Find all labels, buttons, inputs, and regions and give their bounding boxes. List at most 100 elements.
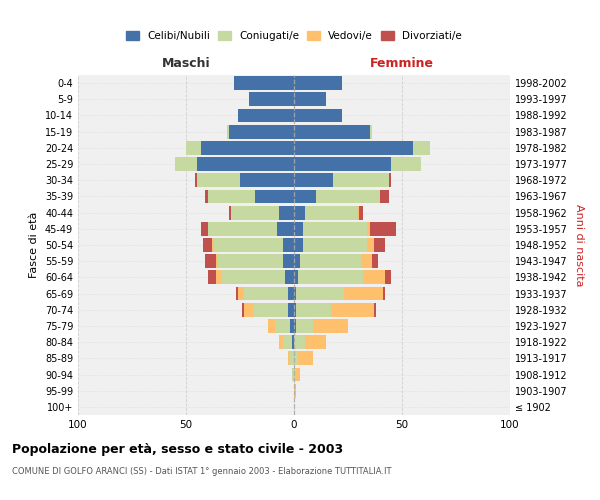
Bar bbox=[356, 206, 359, 220]
Bar bbox=[294, 222, 302, 235]
Bar bbox=[214, 238, 283, 252]
Bar bbox=[216, 254, 218, 268]
Bar bbox=[287, 286, 294, 300]
Bar bbox=[279, 336, 283, 349]
Bar bbox=[294, 368, 296, 382]
Bar bbox=[294, 190, 316, 203]
Bar bbox=[212, 238, 214, 252]
Bar bbox=[302, 222, 367, 235]
Bar bbox=[287, 303, 294, 316]
Bar bbox=[294, 108, 341, 122]
Bar bbox=[331, 303, 374, 316]
Bar bbox=[244, 303, 253, 316]
Bar bbox=[372, 254, 378, 268]
Bar bbox=[294, 206, 305, 220]
Bar bbox=[363, 270, 385, 284]
Bar bbox=[205, 190, 208, 203]
Bar bbox=[203, 238, 212, 252]
Bar bbox=[316, 190, 380, 203]
Text: Femmine: Femmine bbox=[370, 57, 434, 70]
Y-axis label: Fasce di età: Fasce di età bbox=[29, 212, 39, 278]
Bar bbox=[385, 270, 391, 284]
Bar bbox=[233, 76, 294, 90]
Bar bbox=[236, 286, 238, 300]
Bar bbox=[229, 206, 232, 220]
Bar bbox=[296, 286, 344, 300]
Bar bbox=[290, 352, 294, 365]
Bar bbox=[201, 141, 294, 154]
Bar bbox=[255, 190, 294, 203]
Bar bbox=[294, 254, 301, 268]
Bar bbox=[380, 190, 389, 203]
Bar bbox=[389, 174, 391, 187]
Bar bbox=[383, 286, 385, 300]
Bar bbox=[305, 336, 326, 349]
Bar bbox=[296, 303, 331, 316]
Bar bbox=[370, 222, 395, 235]
Bar bbox=[208, 222, 277, 235]
Bar bbox=[253, 303, 287, 316]
Bar bbox=[296, 319, 313, 333]
Bar bbox=[218, 254, 283, 268]
Bar bbox=[294, 141, 413, 154]
Bar bbox=[216, 270, 221, 284]
Bar bbox=[232, 206, 279, 220]
Bar bbox=[302, 238, 367, 252]
Bar bbox=[294, 76, 341, 90]
Bar bbox=[361, 254, 372, 268]
Bar bbox=[205, 254, 216, 268]
Bar bbox=[238, 286, 244, 300]
Bar bbox=[367, 222, 370, 235]
Bar bbox=[391, 157, 421, 171]
Y-axis label: Anni di nascita: Anni di nascita bbox=[574, 204, 584, 286]
Bar bbox=[294, 92, 326, 106]
Bar bbox=[294, 336, 305, 349]
Bar bbox=[238, 108, 294, 122]
Bar bbox=[194, 174, 197, 187]
Bar bbox=[283, 238, 294, 252]
Bar bbox=[208, 190, 255, 203]
Bar bbox=[298, 352, 313, 365]
Bar bbox=[201, 222, 208, 235]
Bar bbox=[197, 174, 240, 187]
Text: Popolazione per età, sesso e stato civile - 2003: Popolazione per età, sesso e stato civil… bbox=[12, 442, 343, 456]
Bar bbox=[294, 352, 298, 365]
Bar bbox=[292, 368, 294, 382]
Bar bbox=[333, 174, 389, 187]
Bar bbox=[290, 319, 294, 333]
Bar bbox=[359, 206, 363, 220]
Bar bbox=[374, 303, 376, 316]
Bar bbox=[296, 368, 301, 382]
Bar bbox=[175, 157, 197, 171]
Bar bbox=[294, 238, 302, 252]
Bar bbox=[294, 157, 391, 171]
Bar bbox=[370, 125, 372, 138]
Bar bbox=[287, 352, 290, 365]
Bar bbox=[294, 270, 298, 284]
Bar bbox=[227, 125, 229, 138]
Legend: Celibi/Nubili, Coniugati/e, Vedovi/e, Divorziati/e: Celibi/Nubili, Coniugati/e, Vedovi/e, Di… bbox=[123, 28, 465, 44]
Bar bbox=[275, 319, 290, 333]
Bar bbox=[313, 319, 348, 333]
Bar bbox=[294, 125, 370, 138]
Bar bbox=[344, 286, 383, 300]
Bar bbox=[298, 270, 363, 284]
Bar bbox=[283, 336, 292, 349]
Bar bbox=[279, 206, 294, 220]
Bar bbox=[268, 319, 275, 333]
Bar bbox=[221, 270, 286, 284]
Bar bbox=[229, 125, 294, 138]
Bar bbox=[305, 206, 356, 220]
Bar bbox=[244, 286, 287, 300]
Bar bbox=[294, 286, 296, 300]
Bar bbox=[208, 270, 216, 284]
Bar bbox=[240, 174, 294, 187]
Bar bbox=[294, 319, 296, 333]
Text: Maschi: Maschi bbox=[161, 57, 211, 70]
Bar bbox=[248, 92, 294, 106]
Bar bbox=[413, 141, 430, 154]
Bar bbox=[294, 303, 296, 316]
Bar bbox=[197, 157, 294, 171]
Bar bbox=[374, 238, 385, 252]
Bar bbox=[242, 303, 244, 316]
